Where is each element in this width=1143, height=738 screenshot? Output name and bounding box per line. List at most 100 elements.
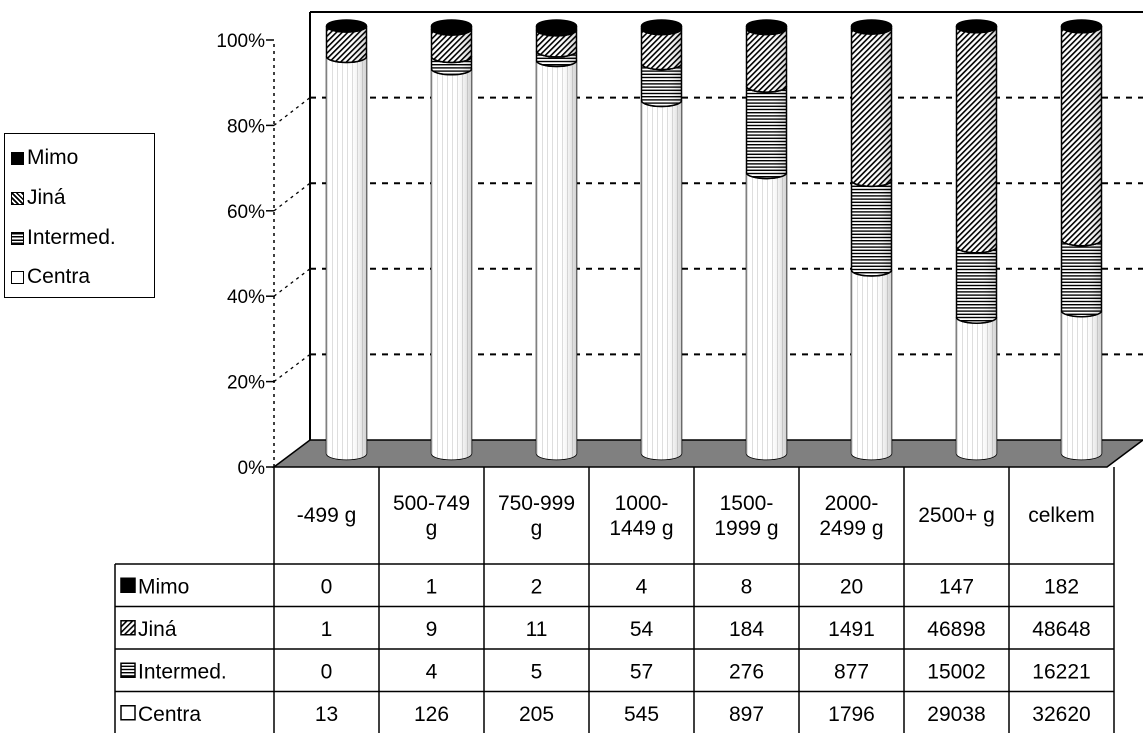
bar-segment-shade: [641, 63, 682, 107]
bar-segment-boundary: [955, 246, 998, 254]
table-cell: 1: [426, 575, 438, 598]
gridline-diagonal: [273, 268, 311, 297]
bar-segment-boundary: [1060, 239, 1103, 247]
category-label-line: 2499 g: [819, 516, 884, 540]
bar-segment-shade: [431, 56, 472, 75]
bar-segment-shade: [431, 68, 472, 460]
table-cell: 184: [729, 618, 764, 641]
bar-segment-shade: [326, 56, 367, 460]
bar-segment-shade: [851, 269, 892, 460]
table-cell: 29038: [927, 703, 985, 726]
category-label-text: 1000- 1449 g: [609, 491, 673, 541]
category-label: 750-999 g: [484, 467, 589, 564]
table-row-label: Mimo: [138, 575, 189, 598]
bar-segment-shade: [746, 28, 787, 93]
bar-segment-boundary: [430, 68, 473, 76]
bar-segment-shade: [536, 50, 577, 67]
y-tick-label: 40%: [227, 287, 265, 308]
table-cell: 877: [834, 660, 869, 683]
gridline-diagonal: [273, 182, 311, 212]
legend-item-intermed: Intermed.: [11, 222, 116, 254]
table-cell: 46898: [927, 618, 985, 641]
bar-segment-boundary: [430, 56, 473, 64]
table-cell: 54: [630, 618, 654, 641]
bar-segment-boundary: [850, 269, 893, 277]
table-cell: 182: [1044, 575, 1079, 598]
bar-stack: [955, 19, 998, 461]
category-label: 2500+ g: [904, 467, 1009, 564]
category-label-line: -499 g: [296, 504, 357, 527]
category-label-line: 500-749: [392, 491, 471, 515]
y-tick-label: 60%: [227, 202, 265, 223]
table-cell: 147: [939, 575, 974, 598]
solid-black-square-icon: [120, 577, 136, 593]
bar-segment-boundary: [1060, 26, 1103, 34]
bar-segment-shade: [641, 26, 682, 35]
bar-segment-boundary: [955, 26, 998, 34]
y-tick-label: 80%: [227, 116, 265, 137]
legend-label: Intermed.: [27, 226, 116, 249]
gridlines: [273, 96, 1143, 383]
category-label-text: 1500- 1999 g: [714, 491, 778, 541]
table-cell: 48648: [1032, 618, 1090, 641]
table-cell: 1796: [828, 703, 875, 726]
gridline-diagonal: [273, 97, 311, 126]
table-cell: 2: [531, 575, 543, 598]
solid-black-square-icon: [11, 151, 24, 165]
table-cell: 5: [531, 660, 543, 683]
category-label-text: celkem: [1028, 503, 1095, 528]
back-wall: [309, 11, 1143, 440]
y-tick-label: 20%: [227, 373, 265, 394]
category-label: celkem: [1009, 467, 1114, 564]
table-cell: 1: [321, 618, 333, 641]
bar-stack: [325, 19, 368, 461]
table-cell: 545: [624, 703, 659, 726]
bar-segment-boundary: [745, 172, 788, 180]
table-cell: 57: [630, 660, 653, 683]
bar-top-cap: [535, 19, 578, 33]
y-tick-label: 0%: [238, 458, 266, 479]
table-cell: 16221: [1032, 660, 1090, 683]
table-row-label: Centra: [138, 703, 201, 726]
bar-segment-boundary: [535, 50, 578, 58]
table-cell: 205: [519, 703, 554, 726]
bar-segment-boundary: [640, 63, 683, 71]
bar-top-cap: [1060, 19, 1103, 33]
floor: [271, 439, 1143, 468]
table-cell: 32620: [1032, 703, 1090, 726]
bar-segment-shade: [641, 28, 682, 70]
bar-segment-shade: [1061, 310, 1102, 460]
legend-item-jina: Jiná: [11, 182, 66, 214]
bar-segment-boundary: [745, 85, 788, 93]
bar-segment-shade: [1061, 239, 1102, 317]
table-cell: 9: [426, 618, 438, 641]
table-row-label: Jiná: [138, 618, 177, 641]
bar-stack: [430, 19, 473, 461]
bar-segment-boundary: [640, 100, 683, 108]
bar-segment-shade: [746, 26, 787, 35]
bar-segment-boundary: [535, 29, 578, 37]
bar-segment-shade: [956, 26, 997, 253]
category-label: 1500- 1999 g: [694, 467, 799, 564]
table-cell: 0: [321, 660, 333, 683]
horizontal-lines-square-icon: [120, 662, 136, 678]
diagonal-hatch-square-icon: [120, 620, 136, 636]
legend-label: Mimo: [27, 146, 79, 169]
bar-stack: [745, 19, 788, 461]
y-tick-label: 100%: [216, 31, 265, 52]
table-cell: 276: [729, 660, 764, 683]
horizontal-lines-square-icon: [11, 231, 24, 245]
legend-label: Jiná: [27, 186, 66, 209]
table-cell: 1491: [828, 618, 875, 641]
category-label-text: 750-999 g: [498, 491, 575, 541]
category-label-text: -499 g: [297, 503, 357, 528]
table-cell: 15002: [927, 660, 985, 683]
table-cell: 4: [636, 575, 648, 598]
bar-top-cap: [640, 19, 683, 33]
category-label-line: 2500+ g: [918, 504, 995, 527]
bar-segment-shade: [1061, 26, 1102, 246]
category-label: 1000- 1449 g: [589, 467, 694, 564]
table-cell: 8: [741, 575, 753, 598]
bar-top-cap: [745, 19, 788, 33]
table-cell: 0: [321, 575, 333, 598]
